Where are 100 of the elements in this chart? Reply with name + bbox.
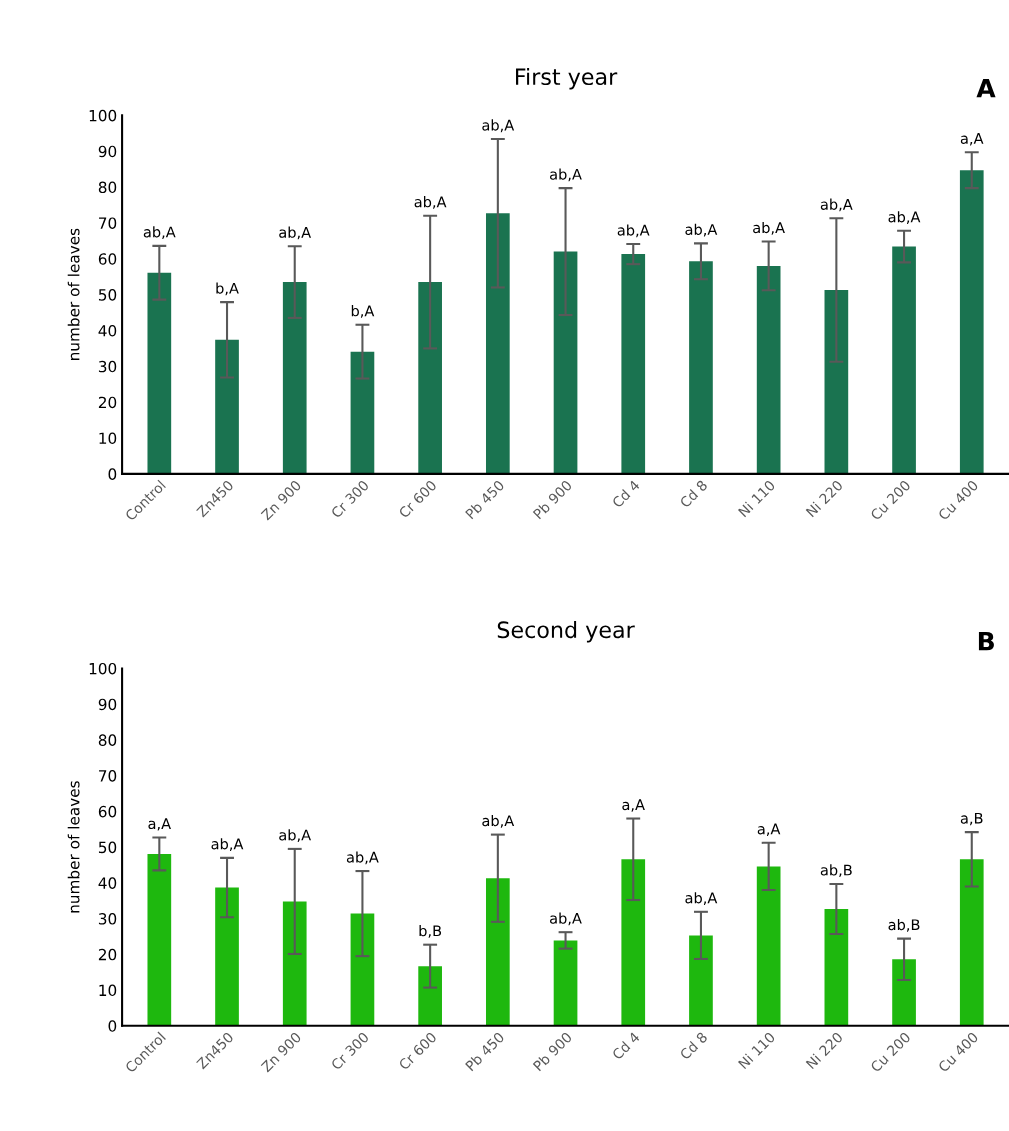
annotation: a,B xyxy=(960,812,983,826)
y-axis-title: number of leaves xyxy=(67,228,80,360)
annotation: a,A xyxy=(622,799,645,812)
bar xyxy=(756,265,781,474)
bar xyxy=(689,935,713,1026)
bar xyxy=(147,272,172,474)
x-tick-label: Zn 900 xyxy=(260,1031,302,1073)
x-tick-label: Cd 4 xyxy=(611,479,641,509)
annotation: ab,A xyxy=(685,892,718,905)
x-tick-label: Cd 4 xyxy=(611,1031,641,1061)
x-tick-label: Ni 110 xyxy=(737,479,776,518)
annotation: ab,A xyxy=(550,168,582,182)
bar xyxy=(282,282,307,474)
annotation: b,A xyxy=(351,305,375,318)
y-tick-label: 30 xyxy=(98,913,117,925)
y-tick-label: 40 xyxy=(98,324,117,337)
annotation: b,B xyxy=(419,925,442,938)
annotation: ab,A xyxy=(143,226,176,239)
annotation: a,A xyxy=(757,823,781,836)
y-tick-label: 100 xyxy=(89,662,117,675)
x-tick-label: Pb 900 xyxy=(532,1031,573,1072)
x-tick-label: Pb 900 xyxy=(532,479,573,520)
bar xyxy=(621,859,646,1026)
bar xyxy=(418,966,442,1026)
y-tick-label: 60 xyxy=(98,253,117,265)
bar xyxy=(215,887,239,1026)
bar xyxy=(485,878,510,1026)
y-tick-label: 80 xyxy=(98,734,117,746)
x-tick-label: Cu 400 xyxy=(937,1031,979,1073)
annotation: ab,A xyxy=(279,829,312,843)
bar xyxy=(147,853,172,1026)
y-tick-label: 60 xyxy=(98,805,117,818)
y-tick-label: 80 xyxy=(98,181,117,194)
bar xyxy=(824,908,849,1026)
bar xyxy=(350,913,375,1026)
annotation: ab,A xyxy=(685,223,718,237)
y-tick-label: 20 xyxy=(98,948,117,961)
text: B xyxy=(978,632,994,651)
annotation: ab,A xyxy=(346,851,379,865)
text: A xyxy=(976,78,996,98)
x-tick-label: Cr 300 xyxy=(330,479,370,519)
y-tick-label: 50 xyxy=(98,841,117,854)
annotation: ab,A xyxy=(211,838,244,851)
y-tick-label: 100 xyxy=(89,109,117,122)
y-tick-label: 10 xyxy=(99,432,117,445)
bar xyxy=(959,170,984,474)
y-tick-label: 50 xyxy=(98,289,117,301)
annotation: ab,B xyxy=(888,918,920,932)
x-tick-label: Ni 220 xyxy=(805,479,844,518)
y-tick-label: 70 xyxy=(99,217,117,229)
annotation: ab,A xyxy=(550,912,582,926)
annotation: ab,A xyxy=(414,196,447,209)
annotation: ab,A xyxy=(753,221,785,235)
bar xyxy=(824,289,849,474)
x-tick-label: Cd 8 xyxy=(679,479,708,509)
x-tick-label: Pb 450 xyxy=(464,1031,505,1072)
x-tick-label: Ni 110 xyxy=(737,1031,776,1070)
annotation: a,A xyxy=(960,133,984,146)
bar xyxy=(689,261,713,474)
annotation: b,A xyxy=(216,282,239,296)
y-tick-label: 20 xyxy=(98,396,117,409)
annotation: a,A xyxy=(148,818,171,831)
x-tick-label: Ni 220 xyxy=(805,1031,844,1070)
x-tick-label: Cu 400 xyxy=(937,479,979,521)
y-tick-label: 0 xyxy=(108,468,117,480)
bar xyxy=(215,339,239,474)
y-tick-label: 10 xyxy=(99,984,117,997)
bar xyxy=(282,901,307,1026)
y-tick-label: 90 xyxy=(98,698,117,711)
x-tick-label: Cd 8 xyxy=(679,1031,708,1061)
x-tick-label: Cr 600 xyxy=(398,1031,438,1071)
x-tick-label: Cr 600 xyxy=(398,479,438,519)
chart-title: Second year xyxy=(497,620,635,643)
bar xyxy=(553,251,578,474)
bar xyxy=(621,254,646,474)
annotation: ab,A xyxy=(482,814,515,828)
bar xyxy=(892,959,916,1026)
chart-title: First year xyxy=(516,67,618,90)
x-tick-label: Cu 200 xyxy=(869,479,912,521)
annotation: ab,A xyxy=(820,198,853,212)
bar xyxy=(350,351,375,474)
annotation: ab,A xyxy=(482,119,515,133)
y-tick-label: 0 xyxy=(108,1020,117,1032)
bar xyxy=(485,213,510,474)
bar xyxy=(553,940,578,1026)
y-tick-label: 30 xyxy=(98,360,117,373)
x-tick-label: Cr 300 xyxy=(330,1031,370,1071)
annotation: ab,B xyxy=(820,864,852,878)
bar xyxy=(756,866,781,1026)
x-tick-label: Cu 200 xyxy=(869,1031,912,1073)
y-tick-label: 40 xyxy=(98,877,117,889)
y-tick-label: 90 xyxy=(98,145,117,158)
y-axis-title: number of leaves xyxy=(67,781,80,913)
bar xyxy=(959,859,984,1026)
x-tick-label: Pb 450 xyxy=(464,479,505,520)
annotation: ab,A xyxy=(279,226,312,240)
y-tick-label: 70 xyxy=(99,770,117,782)
bar xyxy=(418,282,442,474)
bar xyxy=(892,246,916,474)
annotation: ab,A xyxy=(617,224,650,238)
